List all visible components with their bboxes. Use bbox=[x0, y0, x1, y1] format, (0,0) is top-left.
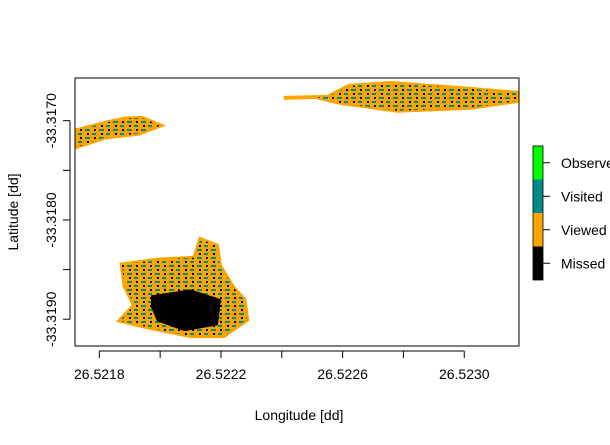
y-axis: -33.3170 -33.3180 -33.3190 bbox=[43, 93, 71, 347]
plot-frame bbox=[74, 77, 520, 347]
y-tick-label: -33.3180 bbox=[43, 192, 59, 247]
legend-frame bbox=[532, 145, 544, 281]
legend-swatch-viewed bbox=[533, 213, 543, 247]
legend-swatch-missed bbox=[533, 246, 543, 280]
x-axis: 26.5218 26.5222 26.5226 26.5230 bbox=[74, 350, 490, 382]
legend: Observed Visited Viewed Missed bbox=[532, 145, 610, 281]
coverage-region-1 bbox=[75, 115, 166, 150]
x-tick-label: 26.5230 bbox=[439, 366, 490, 382]
x-tick-label: 26.5222 bbox=[196, 366, 247, 382]
coverage-regions bbox=[75, 80, 519, 339]
x-tick-label: 26.5218 bbox=[74, 366, 125, 382]
missed-core-3-1 bbox=[151, 289, 221, 332]
legend-swatch-visited bbox=[533, 179, 543, 213]
legend-label-viewed: Viewed bbox=[561, 222, 607, 238]
legend-label-visited: Visited bbox=[561, 188, 603, 204]
y-tick-label: -33.3170 bbox=[43, 93, 59, 148]
y-axis-title: Latitude [dd] bbox=[5, 173, 21, 250]
legend-swatch-observed bbox=[533, 146, 543, 180]
x-axis-title: Longitude [dd] bbox=[255, 407, 344, 423]
x-tick-label: 26.5226 bbox=[317, 366, 368, 382]
y-tick-label: -33.3190 bbox=[43, 291, 59, 346]
coverage-region-2 bbox=[283, 80, 519, 113]
legend-label-observed: Observed bbox=[561, 155, 610, 171]
legend-label-missed: Missed bbox=[561, 255, 605, 271]
